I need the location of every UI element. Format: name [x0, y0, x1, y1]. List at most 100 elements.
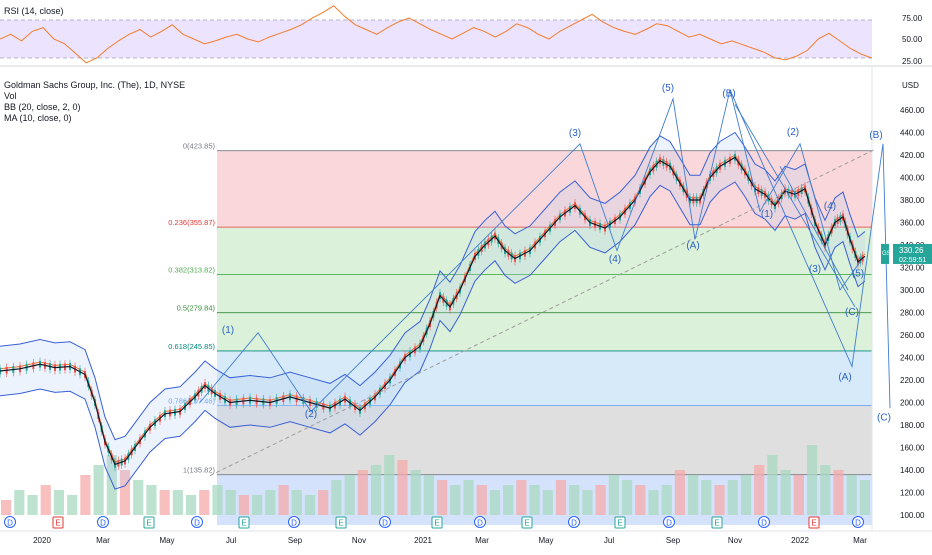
earnings-marker — [521, 516, 533, 529]
elliott-wave-label: (5) — [852, 269, 864, 280]
event-marker-label: D — [382, 519, 388, 528]
volume-bar — [410, 470, 421, 515]
earnings-marker — [808, 516, 820, 529]
fib-level-label: 0.382(313.82) — [168, 265, 215, 274]
volume-bar — [648, 490, 659, 515]
price-tick-label: 120.00 — [900, 489, 925, 498]
volume-bar — [27, 495, 38, 515]
volume-bar — [291, 490, 302, 515]
time-tick-label: May — [159, 536, 174, 545]
event-marker-label: E — [55, 519, 60, 528]
time-tick-label: Mar — [96, 536, 110, 545]
elliott-wave-label: (1) — [222, 325, 234, 336]
event-marker-label: E — [241, 519, 246, 528]
rsi-band — [0, 20, 872, 58]
dividend-marker — [568, 516, 580, 528]
volume-bar — [582, 490, 593, 515]
dividend-marker — [379, 516, 391, 528]
volume-bar — [463, 480, 474, 515]
volume-bar — [172, 490, 183, 515]
volume-bar — [53, 490, 65, 515]
ticker-badge-label: GS — [882, 251, 891, 257]
dividend-marker — [758, 516, 770, 528]
fib-level-label: 0.5(279.84) — [177, 304, 216, 313]
earnings-marker — [614, 516, 626, 529]
rsi-line — [0, 5, 873, 64]
fib-level-label: 1(135.82) — [183, 466, 216, 475]
rsi-legend: RSI (14, close) — [4, 6, 64, 16]
legend-ma: MA (10, close, 0) — [4, 113, 72, 123]
volume-bar — [212, 485, 223, 515]
volume-bar — [714, 485, 725, 515]
event-marker-label: D — [7, 519, 13, 528]
price-tick-label: 220.00 — [900, 376, 925, 385]
fib-zone — [217, 274, 872, 313]
countdown-label: 02:59:51 — [899, 257, 926, 264]
volume-bar — [119, 470, 131, 515]
price-tick-label: 240.00 — [900, 354, 925, 363]
price-tick-label: 380.00 — [900, 196, 925, 205]
volume-bar — [397, 460, 408, 515]
volume-bar — [846, 475, 857, 515]
volume-bar — [555, 480, 567, 515]
volume-bar — [252, 495, 263, 515]
time-tick-label: Sep — [288, 536, 303, 545]
dividend-marker — [97, 516, 109, 528]
price-tick-label: 160.00 — [900, 444, 925, 453]
rsi-tick-label: 25.00 — [902, 57, 923, 66]
volume-bar — [674, 470, 686, 515]
volume-bar — [754, 465, 765, 515]
event-marker-label: E — [524, 519, 529, 528]
dividend-marker — [4, 516, 16, 528]
currency-label: USD — [902, 81, 919, 90]
elliott-wave-label: (2) — [305, 409, 317, 420]
earnings-marker — [335, 516, 347, 529]
elliott-wave-label: (5) — [662, 83, 674, 94]
time-tick-label: Jul — [604, 536, 614, 545]
volume-bar — [67, 495, 78, 515]
volume-bar — [635, 485, 646, 515]
elliott-wave-label: (3) — [809, 264, 821, 275]
event-marker-label: E — [617, 519, 622, 528]
price-tick-label: 280.00 — [900, 309, 925, 318]
event-marker-label: D — [571, 519, 577, 528]
volume-bar — [701, 480, 712, 515]
volume-bar — [14, 490, 25, 515]
event-marker-label: D — [761, 519, 767, 528]
event-marker-label: E — [338, 519, 343, 528]
last-price-label: 330.26 — [899, 246, 924, 255]
time-tick-label: Nov — [352, 536, 366, 545]
volume-bar — [595, 485, 606, 515]
volume-bar — [278, 485, 289, 515]
dividend-marker — [474, 516, 486, 528]
volume-bar — [806, 445, 818, 515]
event-marker-label: E — [811, 519, 816, 528]
elliott-wave-label: (C) — [877, 413, 891, 424]
volume-bar — [159, 490, 170, 515]
event-marker-label: D — [291, 519, 297, 528]
time-tick-label: Jul — [226, 536, 236, 545]
fib-level-label: 0.786(197.46) — [168, 396, 215, 405]
price-tick-label: 300.00 — [900, 286, 925, 295]
price-tick-label: 360.00 — [900, 219, 925, 228]
event-marker-label: D — [855, 519, 861, 528]
elliott-wave-label: (A) — [686, 240, 699, 251]
fib-level-label: 0.236(355.87) — [168, 218, 215, 227]
event-marker-label: E — [146, 519, 151, 528]
volume-bar — [423, 475, 434, 515]
volume-bar — [318, 490, 329, 515]
volume-bar — [820, 465, 831, 515]
elliott-wave-label: (B) — [869, 130, 882, 141]
elliott-wave-label: (2) — [787, 127, 799, 138]
bollinger-fill — [0, 132, 865, 490]
volume-bar — [516, 480, 527, 515]
time-tick-label: 2021 — [414, 536, 432, 545]
elliott-wave-label: (4) — [609, 254, 621, 265]
volume-bar — [40, 485, 51, 515]
bollinger-lower — [0, 181, 866, 490]
volume-bar — [476, 485, 487, 515]
volume-bar — [569, 485, 580, 515]
volume-bar — [621, 480, 633, 515]
